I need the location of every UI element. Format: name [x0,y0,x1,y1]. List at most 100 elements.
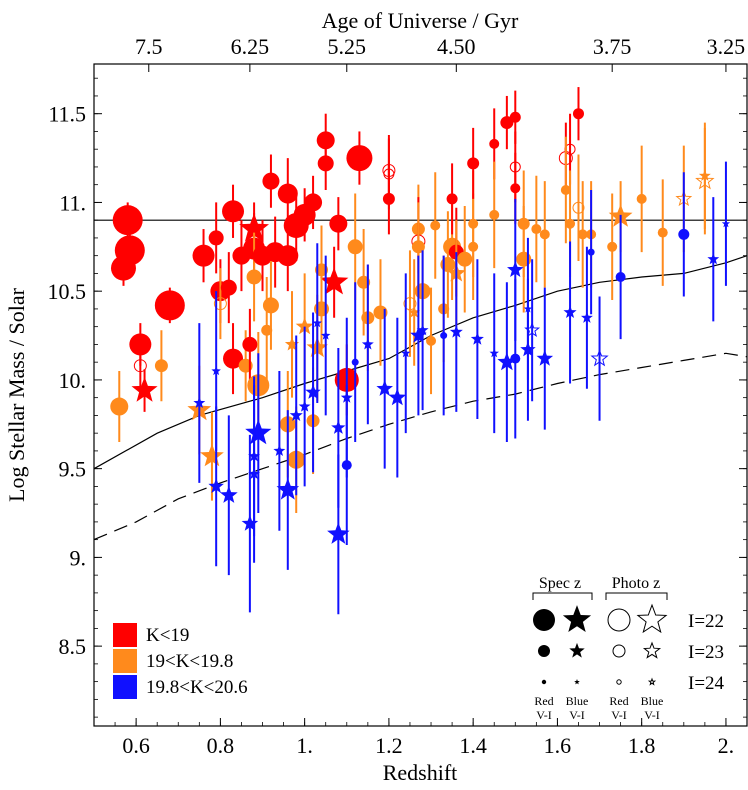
galaxy-point [572,108,584,120]
key-col-blue-spec-1: Blue [566,694,589,708]
galaxy-point [500,116,514,130]
galaxy-point [416,324,429,336]
galaxy-point [470,332,484,345]
galaxy-point [382,192,395,205]
galaxy-point [154,359,168,373]
key-spec-bracket [532,592,593,600]
key-col-blue-photo-1: Blue [641,694,664,708]
symbol-key: Spec z Photo z I=22 I=23 I=24 Red V-I Bl… [532,575,725,722]
key-filled-circle [533,609,555,631]
key-open-star [642,641,662,659]
x-tick-label: 1.6 [544,733,572,758]
x-tick-label: 0.6 [122,733,150,758]
y-tick-label: 10. [59,368,87,393]
y-tick-label: 10.5 [48,279,87,304]
galaxy-point [262,297,279,314]
key-col-red-photo-2: V-I [611,708,627,722]
galaxy-point [510,183,521,194]
key-row-i23: I=23 [688,642,724,663]
galaxy-point [248,467,260,479]
galaxy-point [539,229,550,240]
key-open-circle [607,608,631,632]
galaxy-point [223,348,244,369]
y-tick-label: 11.5 [48,102,86,127]
galaxy-point [327,522,350,544]
model-curves [93,219,748,541]
galaxy-point [560,185,571,196]
galaxy-point [678,228,690,240]
x-tick-label: 0.8 [207,733,235,758]
galaxy-point [298,400,311,412]
galaxy-point [222,200,245,223]
galaxy-point [467,157,480,170]
galaxy-point [277,183,298,204]
galaxy-point [284,336,300,351]
x-axis-title: Redshift [383,760,458,785]
legend-label-orange: 19<K<19.8 [146,651,233,672]
y-axis-title: Log Stellar Mass / Solar [4,287,29,502]
galaxy-point [430,220,441,231]
galaxy-point [213,297,227,311]
galaxy-point [112,205,143,236]
galaxy-point [241,514,259,531]
galaxy-point [347,239,363,255]
y-tick-label: 9. [70,545,87,570]
galaxy-point [192,244,215,267]
key-filled-circle [538,645,550,657]
galaxy-point [401,348,411,358]
color-legend: K<19 19<K<19.8 19.8<K<20.6 [113,623,248,699]
galaxy-point [193,396,206,408]
galaxy-point [262,172,280,190]
galaxy-point [208,230,224,246]
galaxy-point [587,248,595,256]
galaxy-point [245,419,272,445]
galaxy-point [208,478,224,493]
galaxy-point [317,155,334,172]
galaxy-point [581,311,593,323]
galaxy-point [219,485,238,503]
key-col-red-spec-1: Red [534,694,553,708]
key-col-blue-photo-2: V-I [644,708,660,722]
galaxy-point [242,336,258,352]
top-axis-title: Age of Universe / Gyr [322,8,519,33]
plot-frame [93,63,748,727]
galaxy-point [200,443,224,467]
galaxy-point [563,305,577,318]
x-tick-label: 1.4 [459,733,487,758]
top-tick-label: 6.25 [231,34,270,59]
galaxy-point [457,251,473,267]
galaxy-point [273,444,286,456]
galaxy-point [319,267,349,295]
galaxy-point [133,359,147,373]
galaxy-point [277,245,299,267]
key-photo-label: Photo z [612,575,660,592]
galaxy-point [607,241,618,252]
galaxy-point [531,224,542,235]
galaxy-point [403,297,417,311]
legend-swatch-red [113,623,137,647]
key-col-red-spec-2: V-I [536,708,552,722]
key-filled-star [562,605,592,632]
key-row-i22: I=22 [688,611,724,632]
galaxy-point [261,324,273,336]
top-tick-label: 3.75 [593,34,632,59]
data-points [110,87,731,615]
galaxy-point [408,306,421,318]
galaxy-point [351,358,359,366]
top-tick-label: 5.25 [328,34,367,59]
galaxy-point [489,348,499,358]
galaxy-point [131,376,158,402]
galaxy-point [313,301,329,317]
galaxy-point [154,290,185,321]
y-tick-label: 11. [59,190,86,215]
y-tick-label: 9.5 [59,457,87,482]
x-tick-label: 2. [718,733,735,758]
top-tick-label: 3.25 [707,34,746,59]
top-tick-label: 7.5 [135,34,163,59]
key-filled-circle [541,679,547,685]
galaxy-point [565,218,576,229]
galaxy-point [489,138,500,149]
galaxy-point [331,420,346,434]
galaxy-point [449,325,463,338]
